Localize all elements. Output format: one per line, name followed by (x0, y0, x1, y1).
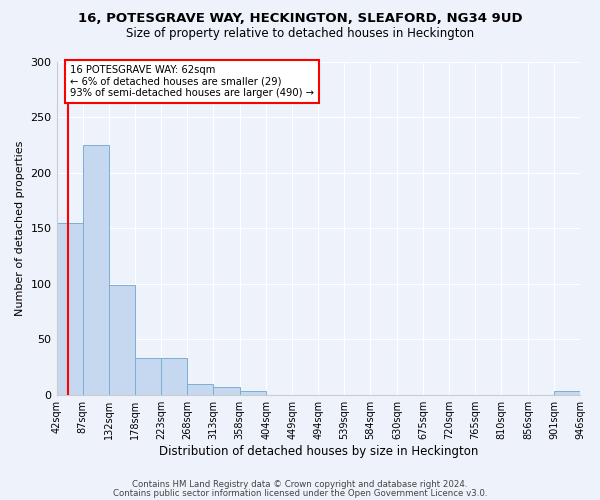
Bar (239, 392, 266, 394)
Bar (109, 284, 135, 395)
Text: 16 POTESGRAVE WAY: 62sqm
← 6% of detached houses are smaller (29)
93% of semi-de: 16 POTESGRAVE WAY: 62sqm ← 6% of detache… (70, 65, 314, 98)
Bar (187, 384, 214, 394)
X-axis label: Distribution of detached houses by size in Heckington: Distribution of detached houses by size … (158, 444, 478, 458)
Text: Contains HM Land Registry data © Crown copyright and database right 2024.: Contains HM Land Registry data © Crown c… (132, 480, 468, 489)
Bar (161, 358, 187, 395)
Text: 16, POTESGRAVE WAY, HECKINGTON, SLEAFORD, NG34 9UD: 16, POTESGRAVE WAY, HECKINGTON, SLEAFORD… (77, 12, 523, 26)
Bar (83, 145, 109, 394)
Bar (554, 392, 580, 394)
Bar (135, 358, 161, 395)
Bar (56, 222, 83, 394)
Text: Size of property relative to detached houses in Heckington: Size of property relative to detached ho… (126, 28, 474, 40)
Y-axis label: Number of detached properties: Number of detached properties (15, 140, 25, 316)
Bar (214, 387, 239, 394)
Text: Contains public sector information licensed under the Open Government Licence v3: Contains public sector information licen… (113, 488, 487, 498)
